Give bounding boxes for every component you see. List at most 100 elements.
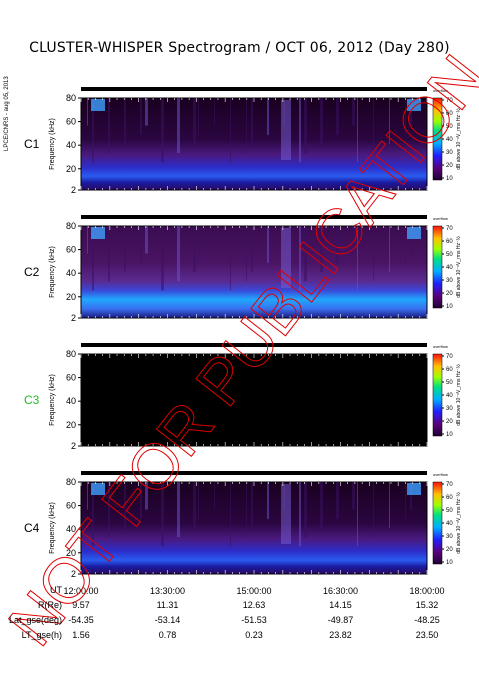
status-bar bbox=[81, 471, 427, 475]
colorbar-tick-label: 70 bbox=[446, 354, 453, 360]
emission-streak bbox=[92, 482, 94, 547]
colorbar-tick-label: 60 bbox=[446, 239, 453, 245]
emission-streak bbox=[214, 482, 215, 510]
y-axis-label: Frequency (kHz) bbox=[49, 502, 56, 554]
ephemeris-value: -53.14 bbox=[154, 615, 181, 625]
colorbar-overflow-label: overflow bbox=[433, 216, 448, 221]
emission-streak bbox=[304, 482, 307, 538]
emission-streak bbox=[389, 98, 390, 144]
emission-streak bbox=[108, 482, 110, 538]
y-tick-label: 40 bbox=[66, 396, 76, 406]
emission-streak bbox=[352, 98, 355, 126]
colorbar-tick-label: 40 bbox=[446, 265, 453, 271]
panel-c2: 80 60 40 20 2 Frequency (kHz) C2 overflow 70 60 50… bbox=[24, 215, 462, 323]
ephemeris-value: -51.53 bbox=[241, 615, 267, 625]
spectrogram-image bbox=[80, 481, 428, 575]
colorbar bbox=[432, 481, 443, 565]
spacecraft-label: C2 bbox=[24, 265, 40, 279]
emission-streak bbox=[320, 482, 323, 528]
y-tick-label: 60 bbox=[66, 117, 76, 127]
emission-streak bbox=[214, 226, 215, 254]
emission-streak bbox=[246, 98, 247, 154]
colorbar-overflow-label: overflow bbox=[433, 344, 448, 349]
y-tick-label: 20 bbox=[66, 420, 76, 430]
colorbar-tick-label: 70 bbox=[446, 482, 453, 488]
emission-streak bbox=[246, 482, 247, 538]
colorbar-tick-label: 40 bbox=[446, 521, 453, 527]
emission-streak bbox=[373, 98, 374, 154]
emission-streak bbox=[177, 98, 180, 154]
emission-streak bbox=[405, 482, 406, 519]
emission-streak bbox=[299, 98, 301, 163]
emission-streak bbox=[267, 226, 269, 263]
spacecraft-label: C3 bbox=[24, 393, 40, 407]
emission-streak bbox=[124, 98, 126, 144]
ephemeris-value: -49.87 bbox=[327, 615, 354, 625]
emission-streak bbox=[357, 226, 358, 291]
emission-streak bbox=[177, 482, 180, 538]
ephemeris-value: 1.56 bbox=[72, 630, 90, 640]
colorbar-tick-label: 30 bbox=[446, 534, 453, 540]
emission-streak bbox=[108, 226, 110, 282]
burst-right bbox=[407, 99, 421, 111]
ephemeris-value: 15.32 bbox=[415, 600, 439, 610]
burst-right bbox=[407, 227, 421, 239]
colorbar-tick-label: 50 bbox=[446, 508, 453, 514]
y-tick-label: 2 bbox=[71, 313, 76, 323]
ephemeris-value: 0.78 bbox=[158, 630, 177, 640]
emission-streak bbox=[161, 226, 164, 291]
emission-streak bbox=[357, 98, 358, 163]
colorbar-overflow-label: overflow bbox=[433, 88, 448, 93]
emission-streak bbox=[373, 226, 374, 282]
ephemeris-value: -48.25 bbox=[414, 615, 440, 625]
colorbar-label: dB above 10⁻⁸V_rms Hz⁻½ bbox=[455, 363, 462, 425]
emission-streak bbox=[198, 98, 199, 135]
emission-streak bbox=[214, 98, 215, 126]
emission-streak bbox=[410, 482, 412, 510]
emission-streak bbox=[352, 226, 355, 254]
y-tick-label: 80 bbox=[66, 477, 76, 487]
emission-streak bbox=[145, 226, 148, 254]
ephemeris-value: 23.82 bbox=[329, 630, 352, 640]
burst-center bbox=[281, 484, 291, 544]
y-tick-label: 2 bbox=[71, 441, 76, 451]
x-tick-label: 12:00:00 bbox=[63, 586, 98, 596]
emission-streak bbox=[193, 98, 196, 144]
x-tick-label: 13:30:00 bbox=[150, 586, 185, 596]
emission-streak bbox=[357, 482, 358, 547]
emission-streak bbox=[108, 98, 110, 154]
colorbar bbox=[432, 225, 443, 309]
burst-left bbox=[91, 227, 105, 239]
emission-streak bbox=[267, 482, 269, 519]
emission-streak bbox=[177, 226, 180, 282]
colorbar-tick-label: 10 bbox=[446, 304, 453, 310]
colorbar-tick-label: 70 bbox=[446, 98, 453, 104]
ephemeris-value: 0.23 bbox=[245, 630, 263, 640]
spectrogram-image bbox=[80, 353, 428, 447]
spacecraft-label: C4 bbox=[24, 521, 40, 535]
emission-streak bbox=[193, 482, 196, 528]
y-axis-label: Frequency (kHz) bbox=[49, 374, 56, 426]
ephemeris-table: UT R(Re) Lat_gse(deg) LT_gse(h) 9.57 11.31 12.… bbox=[0, 585, 479, 665]
colorbar-tick-label: 10 bbox=[446, 176, 453, 182]
emission-streak bbox=[373, 482, 374, 538]
emission-streak bbox=[405, 98, 406, 135]
x-tick-label: 15:00:00 bbox=[236, 586, 271, 596]
colorbar-tick-label: 40 bbox=[446, 137, 453, 143]
emission-streak bbox=[145, 98, 148, 126]
emission-streak bbox=[198, 482, 199, 519]
y-axis-label: Frequency (kHz) bbox=[49, 246, 56, 298]
emission-streak bbox=[140, 98, 142, 135]
y-tick-label: 20 bbox=[66, 548, 76, 558]
colorbar-tick-label: 60 bbox=[446, 495, 453, 501]
emission-streak bbox=[267, 98, 269, 135]
colorbar bbox=[432, 353, 443, 437]
emission-streak bbox=[124, 482, 126, 528]
panel-c3: 80 60 40 20 2 Frequency (kHz) C3 overflow 70 60 50… bbox=[24, 343, 462, 451]
emission-streak bbox=[389, 482, 390, 528]
ephemeris-label: UT bbox=[50, 585, 62, 595]
emission-streak bbox=[410, 226, 412, 254]
emission-streak bbox=[161, 98, 164, 163]
colorbar-overflow-label: overflow bbox=[433, 472, 448, 477]
colorbar-label: dB above 10⁻⁸V_rms Hz⁻½ bbox=[455, 107, 462, 169]
